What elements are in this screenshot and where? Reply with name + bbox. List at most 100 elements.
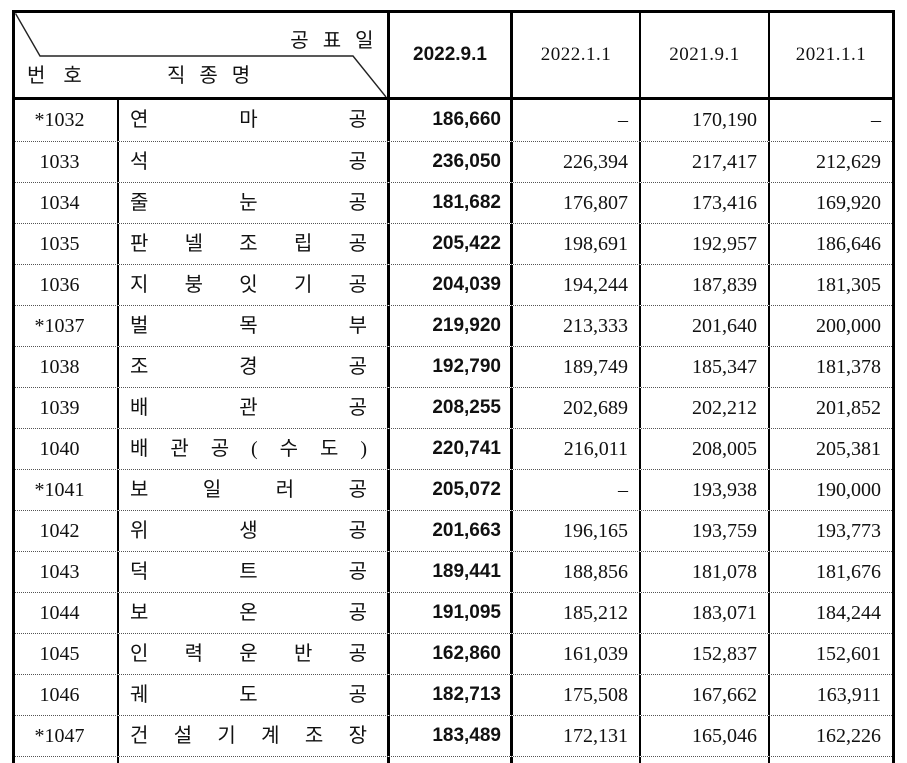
wage-value-cell-2022-1-1: 189,749 xyxy=(510,347,639,387)
wage-value-cell-2022-9-1 xyxy=(387,757,510,763)
wage-value-cell-2021-1-1: 162,226 xyxy=(768,716,892,756)
table-body: *1032 연 마 공 186,660–170,190–1033 석 공 236,050… xyxy=(15,100,892,763)
date-column-header-2022-9-1: 2022.9.1 xyxy=(387,13,510,97)
job-name-cell: 조 경 공 xyxy=(117,347,387,387)
date-column-header-2021-9-1: 2021.9.1 xyxy=(639,13,768,97)
wage-value-cell-2022-1-1: 185,212 xyxy=(510,593,639,633)
row-number-cell: 1046 xyxy=(39,684,80,706)
job-name-cell: 보 온 공 xyxy=(117,593,387,633)
wage-value-cell-2022-9-1: 189,441 xyxy=(387,552,510,592)
wage-value-cell-2021-1-1: 205,381 xyxy=(768,429,892,469)
wage-value-cell-2021-1-1: 181,378 xyxy=(768,347,892,387)
job-name-cell xyxy=(117,757,387,763)
wage-value-cell-2021-1-1: 201,852 xyxy=(768,388,892,428)
wage-value-cell-2022-9-1: 208,255 xyxy=(387,388,510,428)
wage-value-cell-2022-1-1: 198,691 xyxy=(510,224,639,264)
job-name-cell: 줄 눈 공 xyxy=(117,183,387,223)
wage-value-cell-2021-1-1: 181,676 xyxy=(768,552,892,592)
wage-value-cell-2022-9-1: 205,422 xyxy=(387,224,510,264)
row-number-cell: 1035 xyxy=(39,233,80,255)
row-number-cell: *1037 xyxy=(34,315,85,337)
wage-value-cell-2022-1-1: 196,165 xyxy=(510,511,639,551)
row-number-cell: 1038 xyxy=(39,356,80,378)
table-row: 1039 배 관 공 208,255 202,689 202,212 201,852 xyxy=(15,387,892,428)
row-number-cell: *1032 xyxy=(34,109,85,131)
wage-value-cell-2022-1-1: – xyxy=(510,470,639,510)
date-column-header-2022-1-1: 2022.1.1 xyxy=(510,13,639,97)
wage-value-cell-2021-1-1: 200,000 xyxy=(768,306,892,346)
wage-value-cell-2022-9-1: 182,713 xyxy=(387,675,510,715)
wage-value-cell-2022-1-1: 226,394 xyxy=(510,142,639,182)
corner-header-cell: 공 표 일 번 호 직 종 명 xyxy=(15,13,387,97)
job-name-cell: 보 일 러 공 xyxy=(117,470,387,510)
wage-value-cell-2022-9-1: 192,790 xyxy=(387,347,510,387)
wage-value-cell-2021-9-1: 217,417 xyxy=(639,142,768,182)
table-row: 1035 판 넬 조 립 공 205,422 198,691 192,957 186,64… xyxy=(15,223,892,264)
wage-value-cell-2021-9-1: 181,078 xyxy=(639,552,768,592)
job-name-cell: 연 마 공 xyxy=(117,100,387,141)
date-column-header-2021-1-1: 2021.1.1 xyxy=(768,13,892,97)
wage-value-cell-2021-9-1: 201,640 xyxy=(639,306,768,346)
wage-value-cell-2021-1-1: 212,629 xyxy=(768,142,892,182)
wage-value-cell-2022-1-1 xyxy=(510,757,639,763)
row-number-cell: 1033 xyxy=(39,151,80,173)
wage-value-cell-2021-1-1: 181,305 xyxy=(768,265,892,305)
wage-value-cell-2021-9-1: 187,839 xyxy=(639,265,768,305)
table-row: 1036 지 붕 잇 기 공 204,039 194,244 187,839 181,30… xyxy=(15,264,892,305)
wage-value-cell-2022-9-1: 204,039 xyxy=(387,265,510,305)
wage-value-cell-2022-9-1: 162,860 xyxy=(387,634,510,674)
job-name-cell: 건 설 기 계 조 장 xyxy=(117,716,387,756)
row-number-cell: 1039 xyxy=(39,397,80,419)
wage-value-cell-2021-1-1: 152,601 xyxy=(768,634,892,674)
wage-value-cell-2022-9-1: 220,741 xyxy=(387,429,510,469)
table-row: 1043 덕 트 공 189,441 188,856 181,078 181,676 xyxy=(15,551,892,592)
wage-value-cell-2022-1-1: 172,131 xyxy=(510,716,639,756)
wage-value-cell-2021-9-1: 170,190 xyxy=(639,100,768,141)
wage-value-cell-2022-1-1: 202,689 xyxy=(510,388,639,428)
wage-value-cell-2022-9-1: 186,660 xyxy=(387,100,510,141)
table-row: 1044 보 온 공 191,095 185,212 183,071 184,244 xyxy=(15,592,892,633)
wage-value-cell-2021-9-1: 193,759 xyxy=(639,511,768,551)
wage-value-cell-2022-1-1: 216,011 xyxy=(510,429,639,469)
wage-value-cell-2021-1-1: 186,646 xyxy=(768,224,892,264)
row-number-cell: *1041 xyxy=(34,479,85,501)
job-name-cell: 판 넬 조 립 공 xyxy=(117,224,387,264)
wage-value-cell-2021-1-1: 190,000 xyxy=(768,470,892,510)
table-row: 1038 조 경 공 192,790 189,749 185,347 181,378 xyxy=(15,346,892,387)
job-name-cell: 위 생 공 xyxy=(117,511,387,551)
job-name-cell: 궤 도 공 xyxy=(117,675,387,715)
row-number-cell: 1040 xyxy=(39,438,80,460)
job-name-cell: 배 관 공 xyxy=(117,388,387,428)
row-number-cell: 1036 xyxy=(39,274,80,296)
wage-value-cell-2021-9-1: 167,662 xyxy=(639,675,768,715)
wage-value-cell-2022-1-1: 175,508 xyxy=(510,675,639,715)
job-name-header-label: 직 종 명 xyxy=(167,65,251,87)
wage-value-cell-2021-9-1: 193,938 xyxy=(639,470,768,510)
wage-value-cell-2022-9-1: 181,682 xyxy=(387,183,510,223)
wage-value-cell-2022-9-1: 201,663 xyxy=(387,511,510,551)
corner-diagonal xyxy=(15,13,387,97)
row-number-cell: *1047 xyxy=(34,725,85,747)
table-row: 1040 배 관 공 ( 수 도 ) 220,741 216,011 208,005 20… xyxy=(15,428,892,469)
wage-value-cell-2021-9-1: 208,005 xyxy=(639,429,768,469)
wage-value-cell-2021-1-1: 193,773 xyxy=(768,511,892,551)
wage-value-cell-2021-9-1: 173,416 xyxy=(639,183,768,223)
wage-table: 공 표 일 번 호 직 종 명 2022.9.1 2022.1.1 2021.9… xyxy=(12,10,895,763)
wage-value-cell-2022-1-1: 161,039 xyxy=(510,634,639,674)
table-row: 1042 위 생 공 201,663 196,165 193,759 193,773 xyxy=(15,510,892,551)
table-row: 1033 석 공 236,050 226,394 217,417 212,629 xyxy=(15,141,892,182)
job-name-cell: 석 공 xyxy=(117,142,387,182)
wage-value-cell-2022-1-1: – xyxy=(510,100,639,141)
wage-value-cell-2022-9-1: 219,920 xyxy=(387,306,510,346)
table-header: 공 표 일 번 호 직 종 명 2022.9.1 2022.1.1 2021.9… xyxy=(15,13,892,100)
job-name-cell: 벌 목 부 xyxy=(117,306,387,346)
wage-value-cell-2021-1-1: – xyxy=(768,100,892,141)
table-row: 1034 줄 눈 공 181,682 176,807 173,416 169,920 xyxy=(15,182,892,223)
wage-value-cell-2021-9-1: 152,837 xyxy=(639,634,768,674)
publish-date-label: 공 표 일 xyxy=(290,30,374,52)
wage-value-cell-2022-1-1: 213,333 xyxy=(510,306,639,346)
job-name-cell: 배 관 공 ( 수 도 ) xyxy=(117,429,387,469)
job-name-cell: 덕 트 공 xyxy=(117,552,387,592)
wage-value-cell-2021-9-1: 192,957 xyxy=(639,224,768,264)
wage-value-cell-2022-9-1: 205,072 xyxy=(387,470,510,510)
